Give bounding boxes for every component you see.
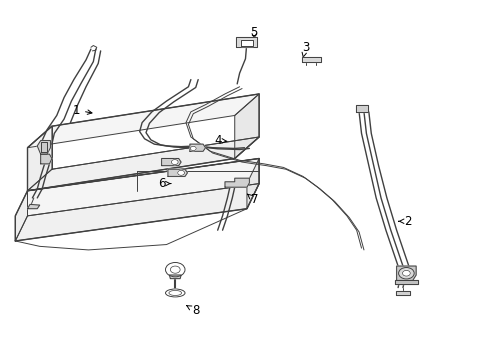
Polygon shape bbox=[161, 158, 181, 166]
Polygon shape bbox=[224, 178, 249, 187]
Text: 5: 5 bbox=[250, 27, 257, 40]
Polygon shape bbox=[302, 57, 320, 62]
Text: 4: 4 bbox=[213, 134, 226, 147]
Text: 7: 7 bbox=[247, 193, 258, 206]
Polygon shape bbox=[27, 204, 40, 209]
Polygon shape bbox=[41, 154, 52, 164]
Polygon shape bbox=[27, 158, 259, 216]
Circle shape bbox=[177, 170, 184, 175]
Polygon shape bbox=[169, 275, 181, 279]
Ellipse shape bbox=[165, 289, 184, 297]
Text: 6: 6 bbox=[158, 177, 171, 190]
Polygon shape bbox=[246, 158, 259, 209]
Circle shape bbox=[398, 267, 413, 279]
Text: 1: 1 bbox=[72, 104, 92, 117]
Polygon shape bbox=[189, 144, 205, 151]
Circle shape bbox=[402, 270, 409, 276]
Polygon shape bbox=[394, 280, 417, 284]
Polygon shape bbox=[15, 184, 259, 241]
Polygon shape bbox=[15, 191, 27, 241]
Polygon shape bbox=[240, 40, 253, 45]
Polygon shape bbox=[37, 140, 50, 154]
Ellipse shape bbox=[168, 291, 181, 296]
Circle shape bbox=[171, 159, 178, 165]
Text: 3: 3 bbox=[301, 41, 308, 57]
Polygon shape bbox=[396, 266, 415, 280]
Polygon shape bbox=[235, 37, 256, 47]
Circle shape bbox=[190, 146, 196, 150]
Polygon shape bbox=[27, 137, 259, 191]
Polygon shape bbox=[27, 94, 259, 148]
Polygon shape bbox=[355, 105, 367, 112]
Polygon shape bbox=[27, 126, 52, 191]
Circle shape bbox=[165, 262, 184, 277]
Text: 8: 8 bbox=[186, 305, 199, 318]
Circle shape bbox=[170, 266, 180, 273]
Polygon shape bbox=[167, 169, 187, 176]
Polygon shape bbox=[234, 94, 259, 158]
Polygon shape bbox=[41, 142, 47, 152]
Text: 2: 2 bbox=[398, 215, 411, 228]
Polygon shape bbox=[395, 291, 409, 295]
